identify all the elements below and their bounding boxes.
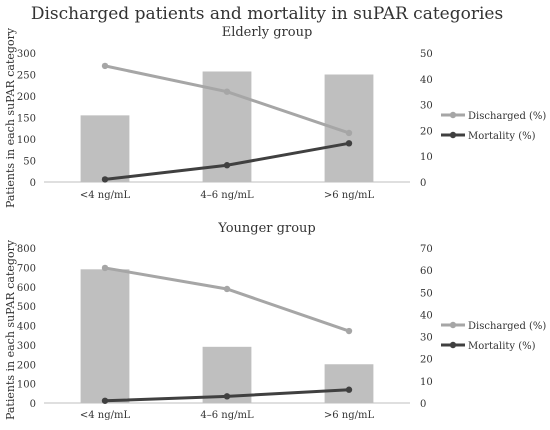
y-right-tick-label: 50	[420, 288, 433, 299]
x-tick-label: 4–6 ng/mL	[200, 190, 254, 201]
y-right-tick-label: 0	[420, 399, 426, 410]
y-left-tick-label: 300	[17, 49, 36, 60]
series-point-mortality	[101, 397, 109, 404]
series-point-mortality	[345, 140, 353, 147]
legend-swatch-marker	[449, 131, 457, 139]
shared-y-axis-label-2: Patients in each suPAR category	[4, 239, 17, 420]
legend-label: Discharged (%)	[468, 321, 546, 332]
chart-panel-younger: Younger group 0 100 200 300 400 500 600 700 800 0 1…	[17, 221, 547, 421]
x-tick-label: <4 ng/mL	[80, 410, 131, 421]
series-line-discharged	[104, 266, 350, 333]
y-left-tick-label: 800	[17, 244, 36, 255]
y-right-tick-label: 0	[420, 178, 426, 189]
bar	[80, 269, 130, 403]
y-left-tick-label: 0	[30, 178, 36, 189]
y-right-tick-label: 40	[420, 310, 433, 321]
y-left-tick-label: 300	[17, 341, 36, 352]
legend-swatch-marker	[449, 341, 457, 349]
y-right-tick-label: 10	[420, 377, 433, 388]
figure-title: Discharged patients and mortality in suP…	[31, 4, 503, 24]
y-right-tick-label: 10	[420, 152, 433, 163]
series-point-discharged	[101, 62, 109, 70]
series-point-discharged	[101, 264, 109, 272]
y-left-tick-label: 100	[17, 380, 36, 391]
y-left-tick-label: 0	[30, 399, 36, 410]
chart-panel-elderly: Elderly group 0 50 100 150 200 250 300 0 10 20 30 40…	[17, 25, 547, 201]
y-right-tick-label: 70	[420, 244, 433, 255]
series-point-discharged	[345, 327, 353, 335]
y-right-tick-label: 50	[420, 49, 433, 60]
x-tick-label: >6 ng/mL	[324, 410, 375, 421]
series-point-mortality	[223, 162, 231, 169]
x-tick-label: >6 ng/mL	[324, 190, 375, 201]
y-right-tick-label: 20	[420, 355, 433, 366]
y-left-tick-label: 600	[17, 283, 36, 294]
y-left-tick-label: 150	[17, 114, 36, 125]
y-left-tick-label: 250	[17, 71, 36, 82]
panel-title: Elderly group	[222, 25, 313, 40]
legend-label: Mortality (%)	[468, 341, 536, 352]
y-left-tick-label: 200	[17, 92, 36, 103]
y-left-tick-label: 200	[17, 360, 36, 371]
y-left-tick-label: 500	[17, 302, 36, 313]
series-point-discharged	[345, 129, 353, 137]
bar	[80, 115, 130, 182]
y-left-tick-label: 400	[17, 322, 36, 333]
series-point-mortality	[345, 386, 353, 393]
panel-title: Younger group	[217, 221, 315, 236]
series-point-discharged	[223, 285, 231, 293]
shared-y-axis-label: Patients in each suPAR category	[4, 27, 17, 208]
series-point-mortality	[223, 393, 231, 400]
y-right-tick-label: 40	[420, 75, 433, 86]
y-right-tick-label: 30	[420, 333, 433, 344]
y-left-tick-label: 50	[23, 157, 36, 168]
y-left-tick-label: 100	[17, 135, 36, 146]
series-point-mortality	[101, 176, 109, 183]
y-right-tick-label: 60	[420, 266, 433, 277]
legend-label: Discharged (%)	[468, 111, 546, 122]
legend-swatch-marker	[449, 111, 457, 119]
x-tick-label: <4 ng/mL	[80, 190, 131, 201]
y-right-tick-label: 20	[420, 126, 433, 137]
x-tick-label: 4–6 ng/mL	[200, 410, 254, 421]
bar	[324, 364, 374, 403]
y-right-tick-label: 30	[420, 101, 433, 112]
legend-label: Mortality (%)	[468, 131, 536, 142]
legend-swatch-marker	[449, 321, 457, 329]
y-left-tick-label: 700	[17, 263, 36, 274]
series-point-discharged	[223, 88, 231, 95]
